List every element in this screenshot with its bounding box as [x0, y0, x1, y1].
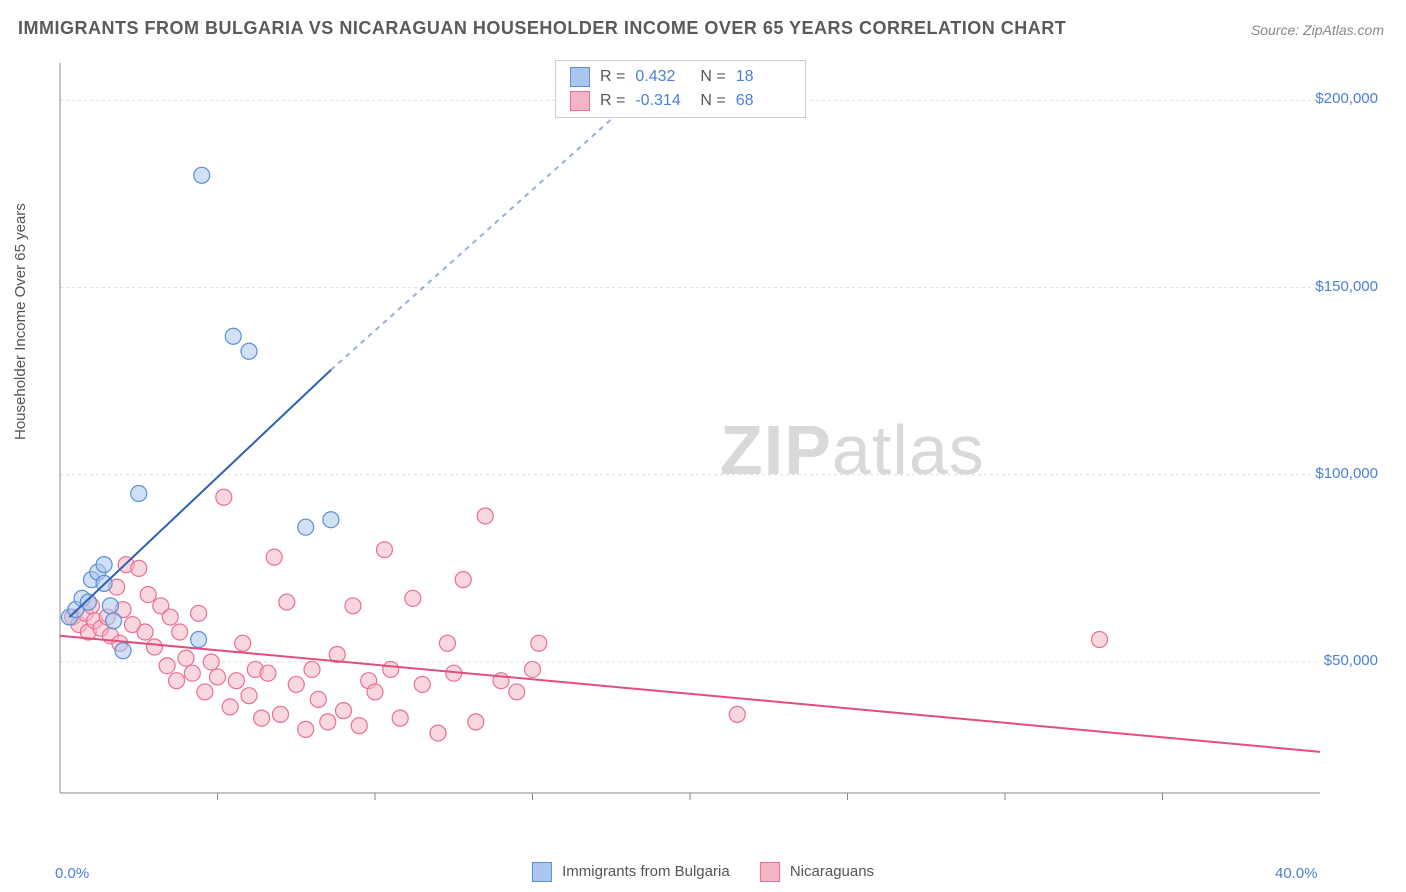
y-tick-label: $150,000 — [1315, 278, 1378, 295]
y-axis-label: Householder Income Over 65 years — [12, 203, 29, 440]
y-tick-label: $100,000 — [1315, 465, 1378, 482]
stats-row-series1: R = 0.432 N = 18 — [570, 65, 791, 89]
legend-bottom: Immigrants from Bulgaria Nicaraguans — [532, 862, 874, 882]
stats-legend-box: R = 0.432 N = 18 R = -0.314 N = 68 — [555, 60, 806, 118]
stats-row-series2: R = -0.314 N = 68 — [570, 89, 791, 113]
swatch-icon — [570, 67, 590, 87]
x-tick-label: 40.0% — [1275, 865, 1318, 882]
swatch-icon — [532, 862, 552, 882]
scatter-chart-svg — [55, 58, 1375, 828]
swatch-icon — [760, 862, 780, 882]
source-attribution: Source: ZipAtlas.com — [1251, 22, 1384, 38]
legend-item-series1: Immigrants from Bulgaria — [532, 862, 730, 882]
legend-item-series2: Nicaraguans — [760, 862, 874, 882]
chart-title: IMMIGRANTS FROM BULGARIA VS NICARAGUAN H… — [18, 18, 1066, 39]
x-tick-label: 0.0% — [55, 865, 89, 882]
y-tick-label: $50,000 — [1324, 652, 1378, 669]
y-tick-label: $200,000 — [1315, 90, 1378, 107]
swatch-icon — [570, 91, 590, 111]
plot-area — [55, 58, 1375, 828]
watermark: ZIPatlas — [720, 410, 985, 490]
